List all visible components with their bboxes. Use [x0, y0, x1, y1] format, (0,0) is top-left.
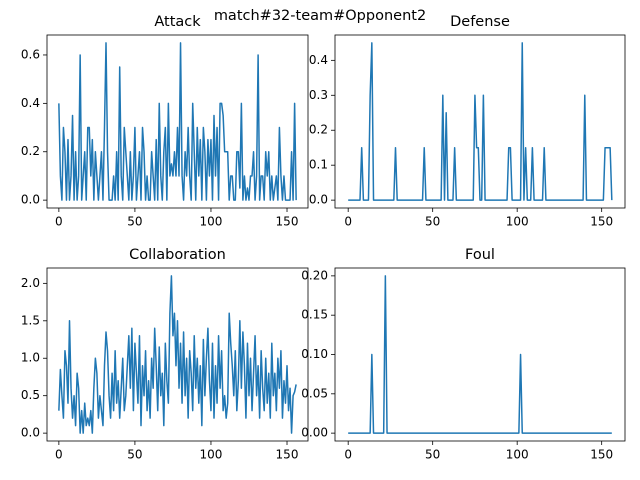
y-tick-label: 0.3 [309, 88, 328, 102]
y-tick-label: 0.20 [301, 268, 328, 282]
x-tick-label: 100 [200, 448, 223, 462]
subplot-title: Foul [465, 247, 495, 263]
y-tick-label: 1.5 [21, 313, 40, 327]
y-tick-label: 0.4 [309, 53, 328, 67]
y-tick-label: 0.0 [309, 193, 328, 207]
x-tick-label: 50 [127, 448, 142, 462]
y-tick-label: 2.0 [21, 276, 40, 290]
y-tick-label: 0.05 [301, 386, 328, 400]
figure-title: match#32-team#Opponent2 [214, 8, 426, 24]
x-tick-label: 150 [276, 448, 299, 462]
y-tick-label: 1.0 [21, 351, 40, 365]
y-tick-label: 0.2 [21, 144, 40, 158]
y-tick-label: 0.2 [309, 123, 328, 137]
data-line [348, 42, 613, 201]
x-tick-label: 100 [506, 215, 529, 229]
subplot-title: Defense [450, 14, 510, 30]
y-tick-label: 0.6 [21, 47, 40, 61]
x-tick-label: 0 [344, 215, 352, 229]
x-tick-label: 0 [344, 448, 352, 462]
y-tick-label: 0.0 [21, 193, 40, 207]
y-tick-label: 0.4 [21, 96, 40, 110]
axes-frame [334, 267, 626, 442]
y-tick-label: 0.15 [301, 308, 328, 322]
x-tick-label: 150 [590, 215, 613, 229]
axes-frame [46, 267, 309, 442]
data-line [58, 275, 297, 434]
axes-frame [46, 34, 309, 209]
x-tick-label: 150 [590, 448, 613, 462]
x-tick-label: 100 [200, 215, 223, 229]
x-tick-label: 100 [506, 448, 529, 462]
subplot-title: Collaboration [129, 247, 226, 263]
subplot-title: Attack [154, 14, 201, 30]
y-tick-label: 0.0 [21, 426, 40, 440]
x-tick-label: 50 [127, 215, 142, 229]
x-tick-label: 50 [425, 448, 440, 462]
x-tick-label: 0 [55, 215, 63, 229]
x-tick-label: 150 [276, 215, 299, 229]
y-tick-label: 0.1 [309, 158, 328, 172]
y-tick-label: 0.00 [301, 426, 328, 440]
data-line [348, 275, 612, 434]
axes-frame [334, 34, 626, 209]
y-tick-label: 0.10 [301, 347, 328, 361]
x-tick-label: 0 [55, 448, 63, 462]
x-tick-label: 50 [425, 215, 440, 229]
y-tick-label: 0.5 [21, 388, 40, 402]
data-line [58, 42, 297, 201]
